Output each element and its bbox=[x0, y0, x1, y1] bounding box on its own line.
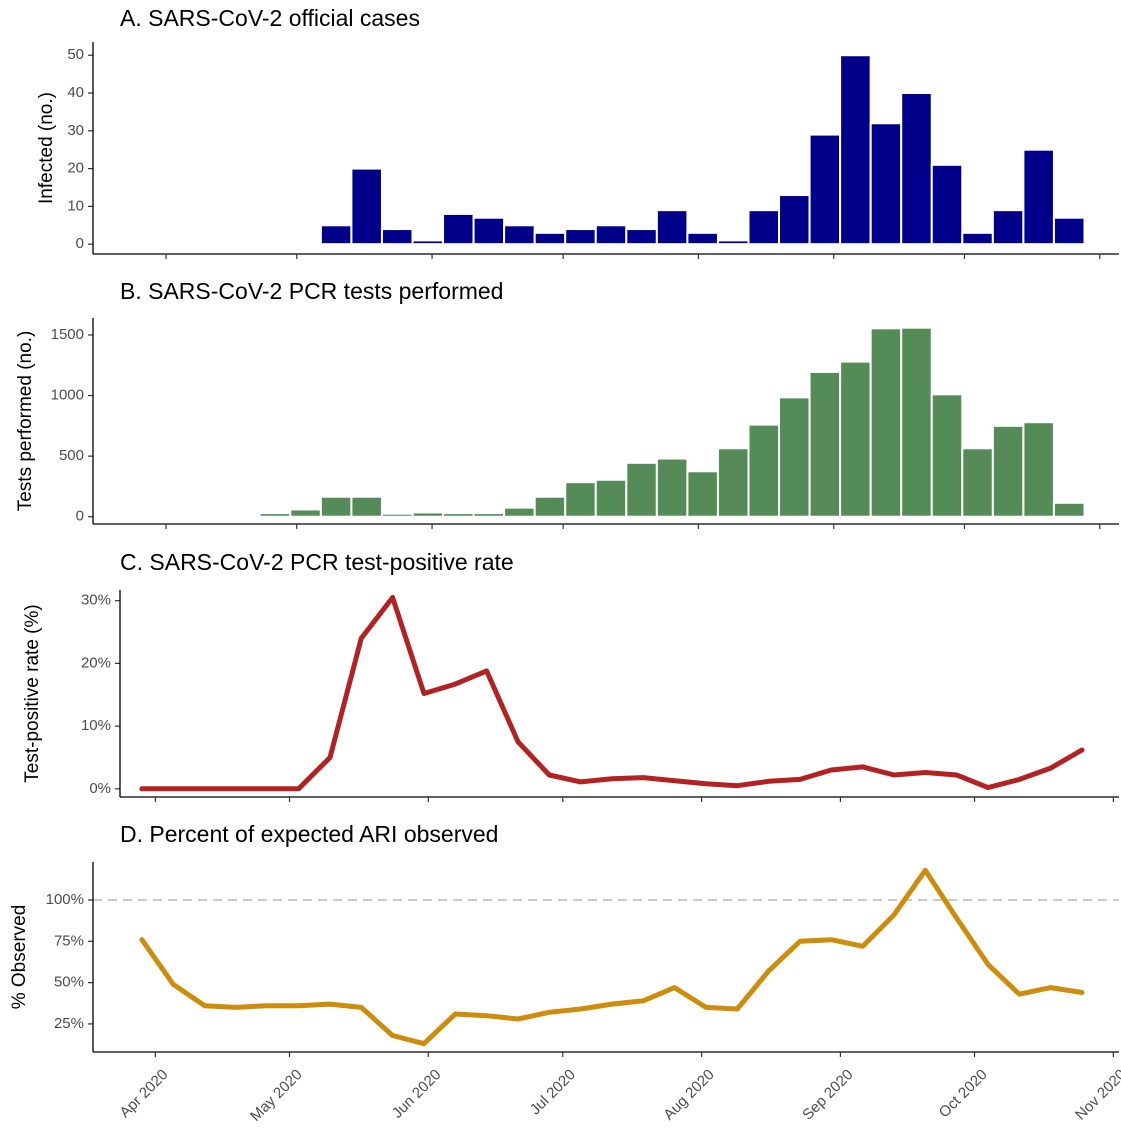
bar bbox=[564, 228, 597, 246]
bar bbox=[289, 508, 322, 518]
panel-title: B. SARS-CoV-2 PCR tests performed bbox=[120, 278, 503, 304]
y-tick-label: 50 bbox=[67, 46, 84, 63]
x-tick-label: May 2020 bbox=[247, 1066, 306, 1125]
y-tick-label: 500 bbox=[59, 447, 84, 464]
bar bbox=[991, 209, 1025, 246]
bar bbox=[1022, 421, 1055, 518]
bar bbox=[594, 224, 628, 246]
bar bbox=[686, 231, 719, 246]
y-tick-label: 50% bbox=[54, 974, 84, 991]
y-tick-label: 30 bbox=[67, 122, 84, 139]
x-tick-label: Aug 2020 bbox=[660, 1066, 717, 1123]
bar bbox=[564, 481, 597, 518]
bar bbox=[472, 512, 506, 518]
y-tick-label: 0 bbox=[76, 235, 84, 252]
panel-title: C. SARS-CoV-2 PCR test-positive rate bbox=[120, 549, 514, 575]
bar bbox=[655, 209, 689, 246]
y-tick-label: 0% bbox=[89, 780, 111, 797]
bar bbox=[258, 512, 292, 518]
y-tick-label: 40 bbox=[67, 84, 84, 101]
x-tick-label: Nov 2020 bbox=[1072, 1066, 1121, 1123]
bar bbox=[869, 327, 903, 518]
y-axis-label: % Observed bbox=[9, 905, 30, 1010]
bar bbox=[930, 163, 964, 246]
bar bbox=[900, 326, 933, 518]
bar bbox=[747, 209, 781, 246]
bar bbox=[197, 515, 231, 518]
y-tick-label: 20 bbox=[67, 160, 84, 177]
bar bbox=[167, 515, 200, 518]
bar bbox=[930, 393, 964, 518]
bar bbox=[594, 478, 628, 518]
x-tick-label: Jun 2020 bbox=[389, 1066, 445, 1122]
panel-title: A. SARS-CoV-2 official cases bbox=[120, 5, 420, 31]
bar bbox=[442, 512, 475, 518]
bar bbox=[747, 423, 781, 518]
y-tick-label: 100% bbox=[46, 891, 84, 908]
bar bbox=[686, 470, 719, 518]
bar bbox=[808, 370, 842, 518]
y-tick-label: 75% bbox=[54, 932, 84, 949]
bar bbox=[350, 495, 383, 518]
bar bbox=[411, 239, 445, 246]
bar bbox=[1052, 216, 1086, 246]
bar bbox=[716, 447, 750, 518]
y-tick-label: 20% bbox=[81, 654, 111, 671]
x-tick-label: Sep 2020 bbox=[799, 1066, 856, 1123]
y-tick-label: 30% bbox=[81, 592, 111, 609]
bar bbox=[961, 231, 994, 246]
bar bbox=[503, 224, 536, 246]
y-tick-label: 10 bbox=[67, 197, 84, 214]
bar bbox=[961, 447, 994, 518]
y-axis-label: Infected (no.) bbox=[36, 92, 57, 204]
panel-title: D. Percent of expected ARI observed bbox=[120, 821, 498, 847]
x-tick-label: Jul 2020 bbox=[527, 1066, 579, 1118]
bar bbox=[319, 495, 353, 518]
y-tick-label: 0 bbox=[76, 508, 84, 525]
bar bbox=[869, 122, 903, 246]
y-tick-label: 10% bbox=[81, 717, 111, 734]
line-series bbox=[139, 595, 1085, 792]
bar bbox=[411, 511, 445, 518]
bar bbox=[1022, 148, 1055, 246]
bar bbox=[1052, 501, 1086, 518]
x-tick-label: Apr 2020 bbox=[116, 1066, 171, 1121]
bar bbox=[533, 231, 567, 246]
bar bbox=[900, 92, 933, 246]
x-tick-label: Oct 2020 bbox=[936, 1066, 991, 1121]
bar bbox=[778, 396, 811, 518]
y-axis-label: Test-positive rate (%) bbox=[22, 604, 43, 782]
bar bbox=[625, 228, 658, 246]
bar bbox=[839, 54, 872, 246]
bar bbox=[442, 212, 475, 246]
bar bbox=[839, 360, 872, 518]
bar bbox=[655, 457, 689, 518]
y-axis-label: Tests performed (no.) bbox=[15, 331, 36, 512]
bar bbox=[380, 228, 414, 246]
bar bbox=[503, 506, 536, 518]
bar bbox=[808, 133, 842, 246]
bar bbox=[380, 512, 414, 518]
bar bbox=[319, 224, 353, 246]
bar bbox=[228, 514, 261, 518]
bar bbox=[778, 194, 811, 246]
bar bbox=[350, 167, 383, 246]
y-tick-label: 1000 bbox=[51, 387, 84, 404]
bar bbox=[472, 216, 506, 246]
bar bbox=[716, 239, 750, 246]
y-tick-label: 1500 bbox=[51, 326, 84, 343]
line-series bbox=[139, 867, 1085, 1047]
bar bbox=[991, 424, 1025, 518]
bar bbox=[533, 495, 567, 518]
y-tick-label: 25% bbox=[54, 1015, 84, 1032]
bar bbox=[625, 461, 658, 518]
